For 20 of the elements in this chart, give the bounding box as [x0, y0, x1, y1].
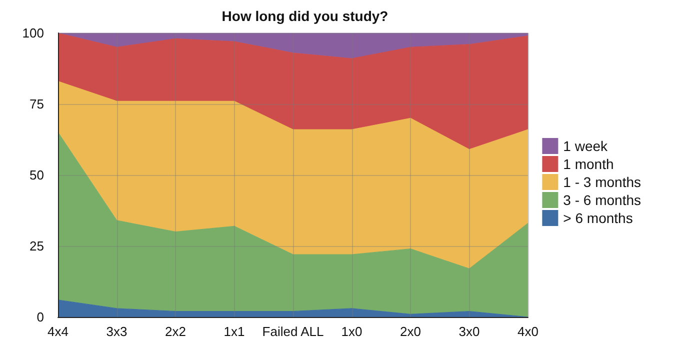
y-tick-label: 75 — [30, 96, 44, 112]
x-tick-label: Failed ALL — [262, 324, 324, 339]
x-tick-label: 1x1 — [224, 324, 245, 339]
legend-label: 1 - 3 months — [563, 174, 642, 190]
legend-label: 1 month — [563, 156, 614, 172]
x-tick-label: 3x0 — [458, 324, 480, 339]
legend-label: > 6 months — [563, 210, 633, 226]
x-tick-label: 2x2 — [165, 324, 186, 339]
y-tick-label: 100 — [22, 26, 44, 40]
y-tick-label: 50 — [30, 168, 44, 182]
x-tick-label: 2x0 — [400, 324, 421, 339]
x-tick-label: 1x0 — [341, 324, 362, 339]
legend-label: 3 - 6 months — [563, 192, 642, 208]
x-tick-label: 4x0 — [518, 324, 538, 339]
x-tick-label: 4x4 — [48, 324, 68, 339]
legend-label: 1 week — [563, 138, 609, 154]
chart-title: How long did you study? — [222, 8, 388, 24]
x-tick-label: 3x3 — [106, 324, 128, 339]
y-tick-label: 0 — [36, 310, 44, 324]
y-tick-label: 25 — [30, 238, 44, 254]
